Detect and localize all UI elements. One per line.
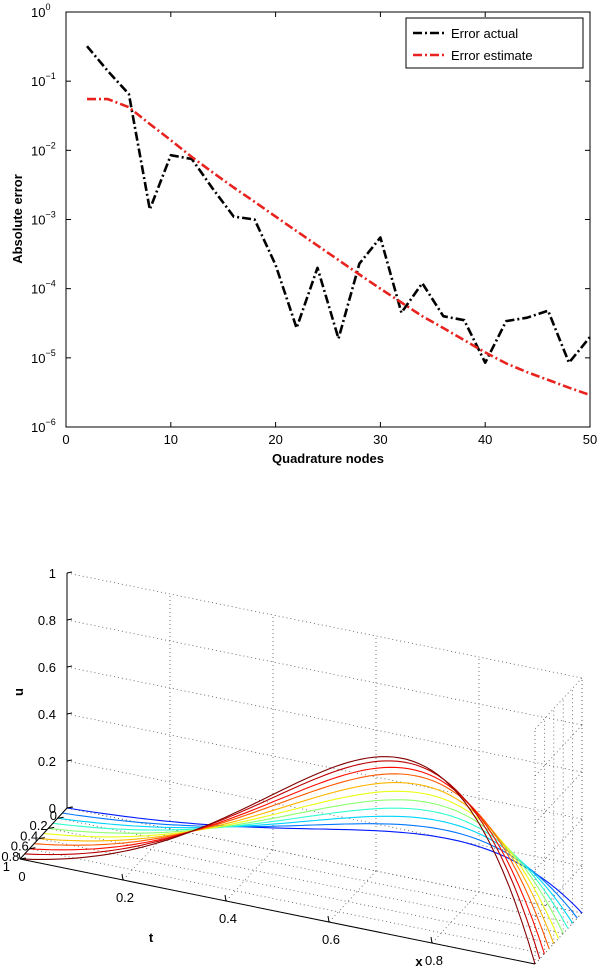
legend-label-error-estimate: Error estimate <box>451 48 533 63</box>
y-tick-label: 10−2 <box>31 140 56 158</box>
t-tick-label: 0.2 <box>30 818 48 833</box>
y-tick-label: 10−4 <box>31 279 56 297</box>
x-tick-label: 30 <box>373 432 387 447</box>
error-chart-tick-marks <box>65 11 591 428</box>
t-tick-label: 0.4 <box>20 828 38 843</box>
solution-3d-tick-labels: 00.20.40.60.8100.20.40.60.8100.20.40.60.… <box>1 566 443 968</box>
x-tick-label: 0.8 <box>425 953 443 968</box>
waterfall-curve <box>29 766 545 954</box>
waterfall-curve <box>19 756 536 965</box>
error-chart-y-axis-label: Absolute error <box>10 174 25 264</box>
waterfall-curve <box>24 760 541 960</box>
t-tick-mark <box>66 806 74 809</box>
t-tick-label: 0 <box>50 808 57 823</box>
x-axis-line <box>19 858 536 965</box>
error-chart-axes-box <box>65 11 591 428</box>
x-tick-label: 10 <box>164 432 178 447</box>
x-tick-label: 50 <box>583 432 597 447</box>
x-tick-label: 20 <box>268 432 282 447</box>
waterfall-curve <box>34 773 550 949</box>
x-tick-label: 0.6 <box>322 932 340 947</box>
solution-3d-axes <box>19 573 536 965</box>
x-tick-mark <box>430 936 433 944</box>
x-tick-label: 0.2 <box>116 890 134 905</box>
u-tick-label: 0.4 <box>38 707 56 722</box>
t-tick-mark <box>38 837 45 840</box>
u-tick-label: 0.2 <box>38 754 56 769</box>
error-chart-y-tick-labels: 100 10−1 10−2 10−3 10−4 10−5 10−6 <box>31 2 56 435</box>
t-tick-label: 0.6 <box>11 839 29 854</box>
error-chart-x-tick-labels: 0 10 20 30 40 50 <box>62 432 597 447</box>
series-line-error-estimate <box>87 97 591 397</box>
waterfall-curve <box>48 799 564 934</box>
solution-3d-chart: 00.20.40.60.8100.20.40.60.8100.20.40.60.… <box>1 566 583 969</box>
u-tick-mark <box>66 618 73 621</box>
x-tick-mark <box>327 915 330 923</box>
u-tick-label: 0.6 <box>38 660 56 675</box>
series-line-error-actual <box>86 45 592 364</box>
solution-3d-t-axis-label: t <box>149 930 154 945</box>
y-tick-label: 10−6 <box>31 417 56 435</box>
u-tick-mark <box>66 712 73 715</box>
y-tick-label: 10−5 <box>31 348 56 366</box>
t-tick-mark <box>48 826 55 829</box>
x-tick-mark <box>224 894 227 902</box>
y-tick-label: 100 <box>31 2 50 20</box>
x-tick-label: 0 <box>18 869 25 884</box>
error-chart-legend: Error actual Error estimate <box>405 17 584 69</box>
waterfall-curve <box>66 807 583 914</box>
error-chart-x-axis-label: Quadrature nodes <box>272 451 384 466</box>
t-tick-mark <box>29 847 36 850</box>
x-tick-label: 40 <box>478 432 492 447</box>
solution-3d-curves <box>19 756 583 965</box>
u-tick-mark <box>66 665 73 668</box>
t-axis-line <box>19 807 68 860</box>
solution-3d-x-axis-label: x <box>415 954 423 969</box>
x-tick-mark <box>18 852 21 860</box>
u-tick-mark <box>66 759 73 762</box>
u-tick-label: 1 <box>49 566 56 581</box>
solution-3d-u-axis-label: u <box>11 688 26 696</box>
t-tick-mark <box>57 816 64 819</box>
u-tick-label: 0.8 <box>38 613 56 628</box>
legend-label-error-actual: Error actual <box>451 26 518 41</box>
u-tick-mark <box>66 571 73 574</box>
t-tick-label: 0.8 <box>1 849 19 864</box>
t-tick-mark <box>19 857 27 860</box>
t-tick-label: 1 <box>3 859 10 874</box>
x-tick-label: 0 <box>62 432 69 447</box>
error-chart: 0 10 20 30 40 50 10010−110−210−310−410−510−6 … <box>10 2 597 466</box>
x-tick-mark <box>121 873 124 881</box>
y-tick-label: 10−3 <box>31 210 56 228</box>
u-tick-label: 0 <box>49 801 56 816</box>
x-tick-label: 0.4 <box>219 911 237 926</box>
y-tick-label: 10−1 <box>31 71 56 89</box>
error-chart-series <box>86 45 592 397</box>
